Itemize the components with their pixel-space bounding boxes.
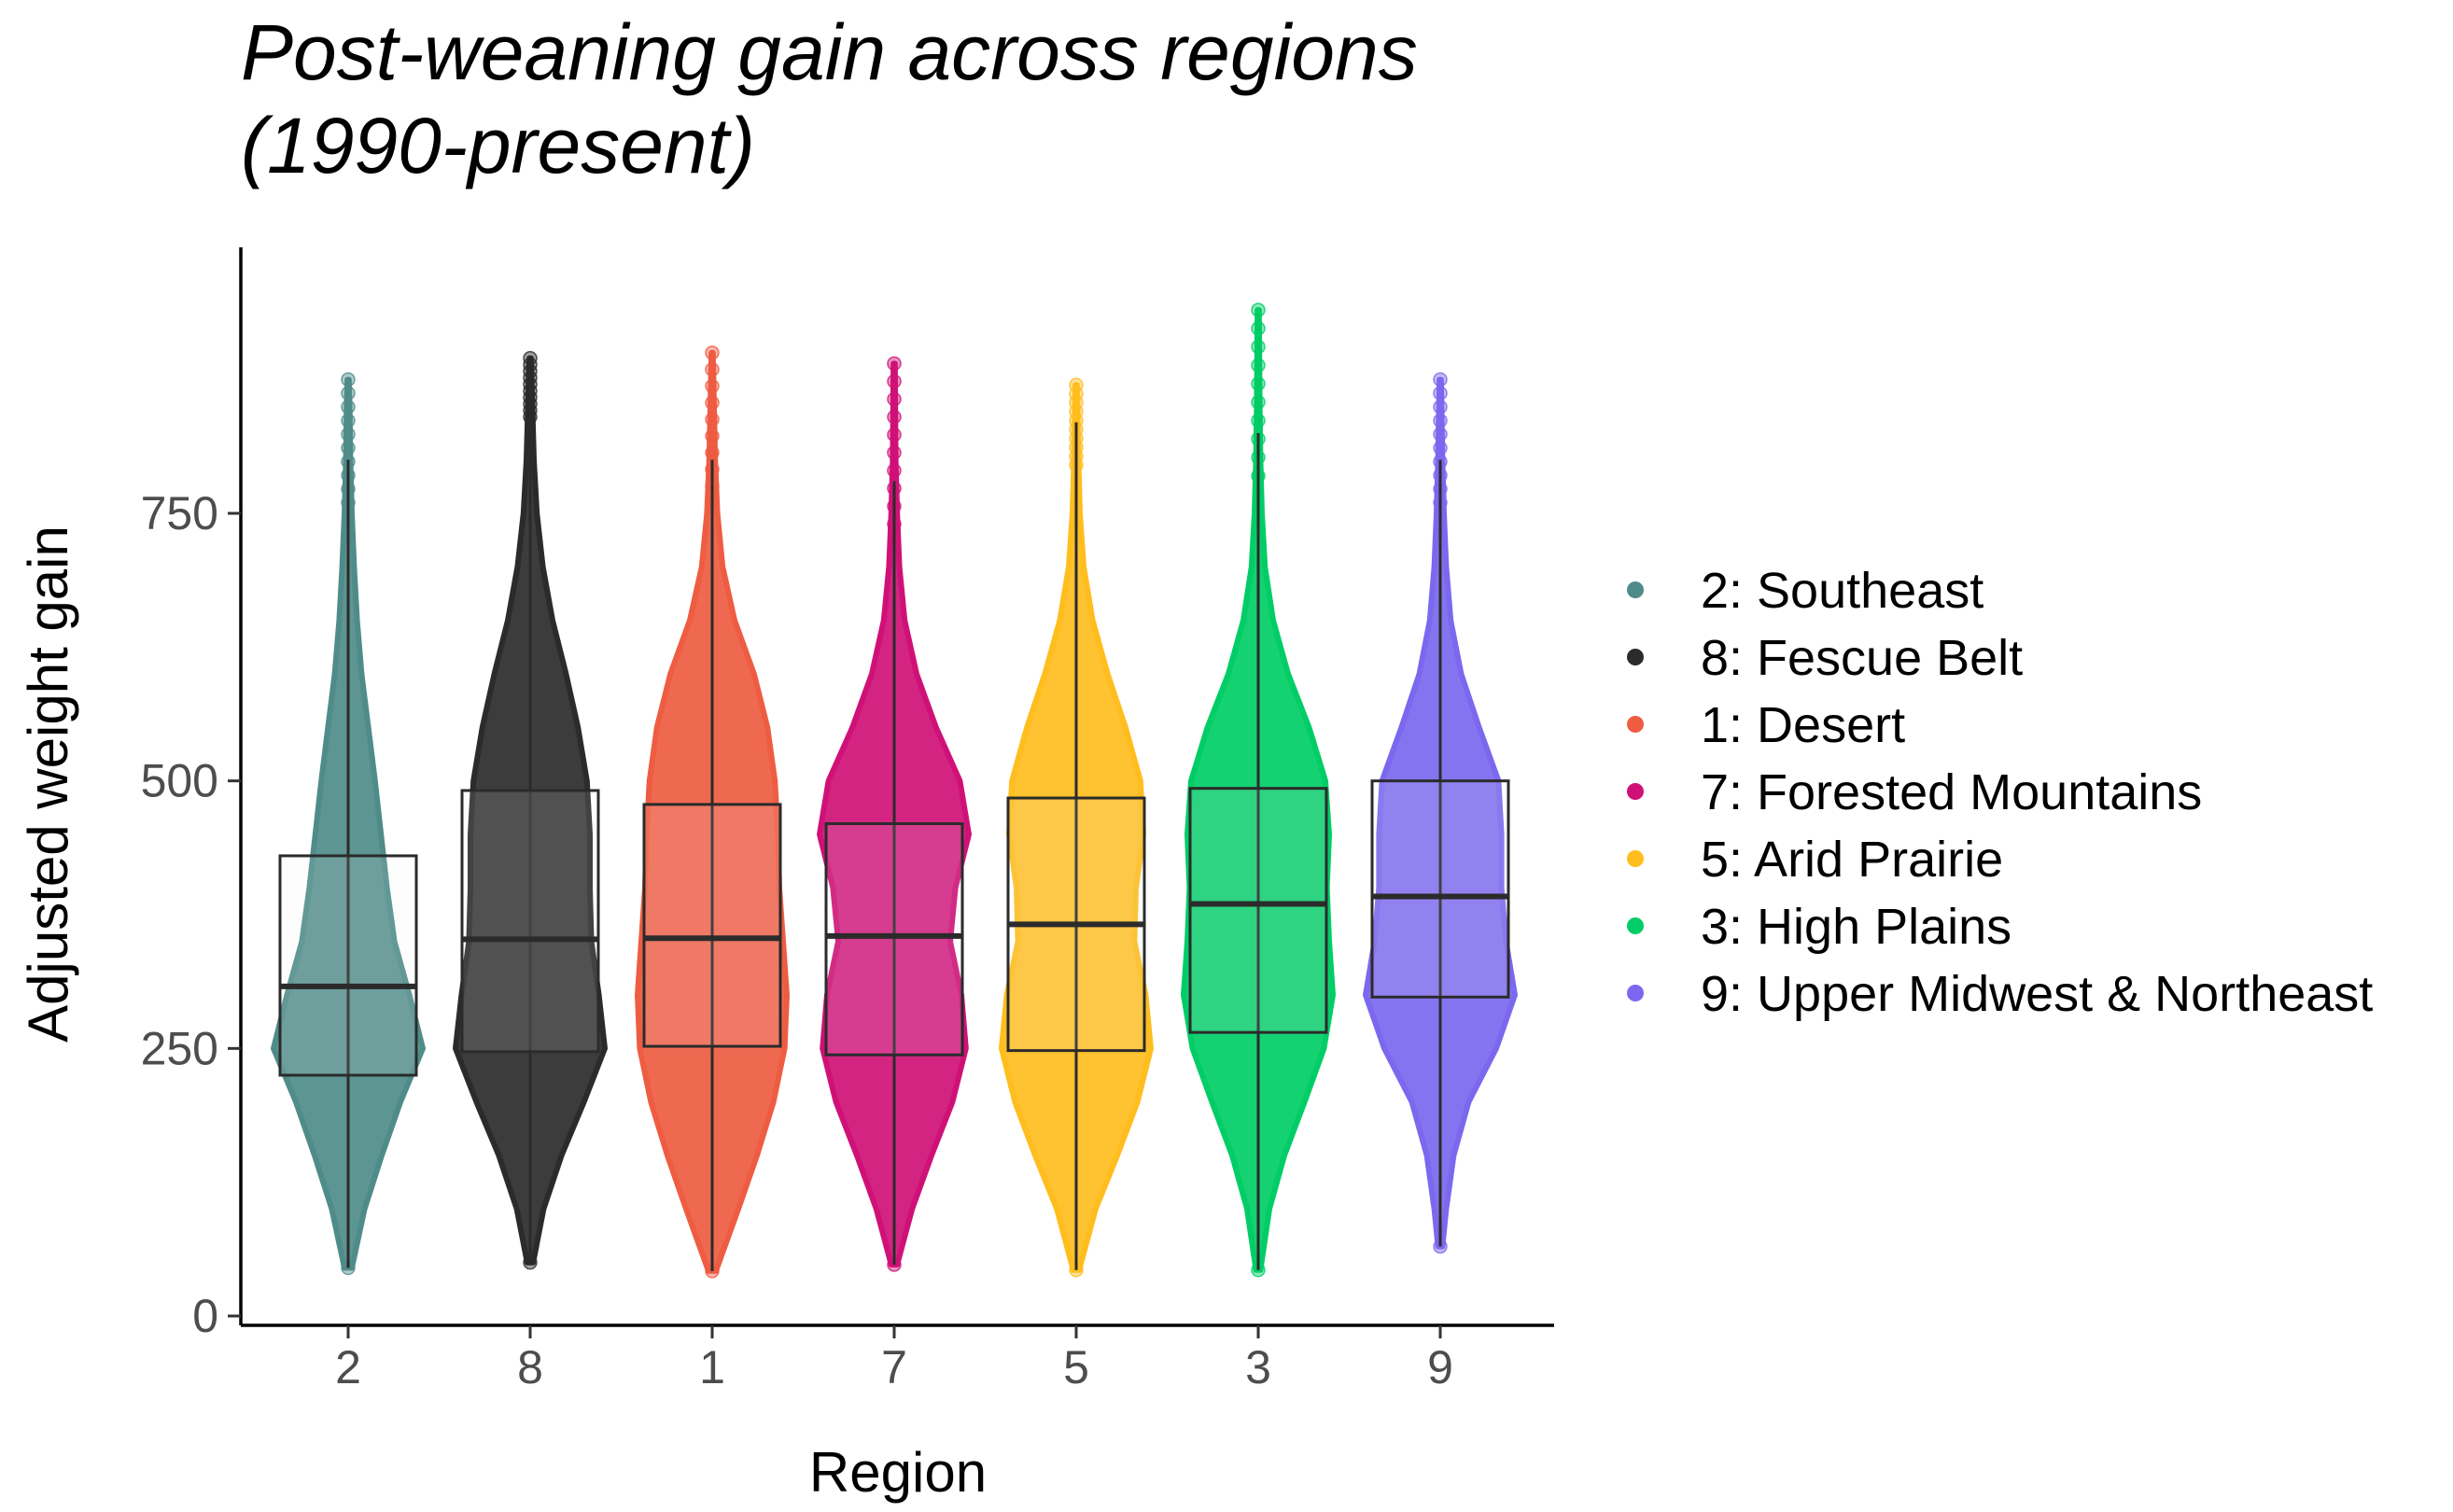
- x-axis-ticks: 2 8 1 7 5 3 9: [335, 1325, 1453, 1393]
- outlier-point: [341, 427, 356, 442]
- legend-key: [1627, 649, 1644, 665]
- region-group: [1363, 371, 1518, 1254]
- legend-key: [1627, 985, 1644, 1001]
- region-group: [999, 377, 1154, 1278]
- x-tick-label: 1: [699, 1341, 725, 1393]
- iqr-box: [460, 789, 600, 1054]
- outlier-point: [341, 413, 356, 428]
- outlier-point: [705, 395, 720, 411]
- outlier-point: [887, 356, 902, 371]
- legend-label: 7: Forested Mountains: [1701, 764, 2202, 820]
- legend-key: [1627, 850, 1644, 867]
- legend-label: 1: Desert: [1701, 697, 1905, 753]
- outlier-point: [705, 412, 720, 427]
- outlier-point: [887, 391, 902, 407]
- legend-label: 2: Southeast: [1701, 563, 1983, 619]
- outlier-point: [887, 463, 902, 478]
- outlier-point: [1069, 377, 1084, 393]
- iqr-box: [1188, 787, 1328, 1034]
- outlier-point: [887, 427, 902, 442]
- legend: 2: Southeast 8: Fescue Belt 1: Desert 7: Fo…: [1627, 563, 2373, 1022]
- plot-area: [271, 302, 1518, 1279]
- y-tick-label: 750: [141, 487, 218, 539]
- x-tick-label: 9: [1427, 1341, 1453, 1393]
- outlier-point: [1251, 357, 1266, 373]
- chart-title-line-1: Post-weaning gain across regions: [241, 8, 1418, 96]
- legend-key: [1627, 917, 1644, 934]
- outlier-point: [1251, 395, 1266, 410]
- outlier-point: [1433, 427, 1448, 442]
- legend-key: [1627, 581, 1644, 598]
- legend-label: 8: Fescue Belt: [1701, 630, 2023, 686]
- x-tick-label: 3: [1245, 1341, 1271, 1393]
- outlier-point: [341, 385, 356, 401]
- outlier-point: [1433, 385, 1448, 401]
- outlier-point: [523, 350, 538, 366]
- outlier-point: [1251, 413, 1266, 428]
- outlier-point: [887, 373, 902, 389]
- outlier-point: [705, 428, 720, 443]
- outlier-point: [341, 441, 356, 455]
- region-group: [1181, 302, 1336, 1278]
- outlier-point: [1251, 302, 1266, 317]
- x-tick-label: 2: [335, 1341, 361, 1393]
- region-group: [453, 350, 608, 1270]
- legend-label: 5: Arid Prairie: [1701, 832, 2003, 888]
- outlier-point: [341, 371, 356, 387]
- legend-key: [1627, 783, 1644, 800]
- outlier-point: [887, 445, 902, 460]
- legend-key: [1627, 716, 1644, 733]
- outlier-point: [705, 378, 720, 394]
- x-tick-label: 8: [517, 1341, 543, 1393]
- outlier-point: [1251, 321, 1266, 336]
- outlier-point: [1251, 339, 1266, 355]
- y-tick-label: 0: [192, 1290, 218, 1342]
- region-group: [817, 356, 972, 1272]
- outlier-point: [705, 445, 720, 460]
- legend-label: 9: Upper Midwest & Northeast: [1701, 966, 2373, 1022]
- region-group: [271, 371, 426, 1276]
- outlier-point: [1433, 441, 1448, 455]
- y-tick-label: 250: [141, 1022, 218, 1074]
- iqr-box: [1370, 779, 1510, 999]
- y-axis-ticks: 0 250 500 750: [141, 487, 241, 1342]
- x-tick-label: 7: [881, 1341, 907, 1393]
- outlier-point: [1433, 399, 1448, 414]
- outlier-point: [705, 362, 720, 377]
- x-axis-title: Region: [809, 1441, 987, 1504]
- outlier-point: [887, 410, 902, 425]
- outlier-point: [705, 345, 720, 360]
- region-group: [635, 345, 790, 1279]
- y-axis-title: Adjusted weight gain: [17, 525, 79, 1043]
- outlier-point: [1433, 371, 1448, 387]
- iqr-box: [642, 803, 782, 1048]
- chart-title-line-2: (1990-present): [241, 102, 755, 189]
- legend-label: 3: High Plains: [1701, 899, 2011, 955]
- iqr-box: [824, 822, 964, 1057]
- outlier-point: [1251, 376, 1266, 391]
- y-tick-label: 500: [141, 755, 218, 807]
- iqr-box: [278, 854, 418, 1077]
- outlier-point: [1433, 413, 1448, 428]
- x-tick-label: 5: [1063, 1341, 1089, 1393]
- outlier-point: [341, 399, 356, 414]
